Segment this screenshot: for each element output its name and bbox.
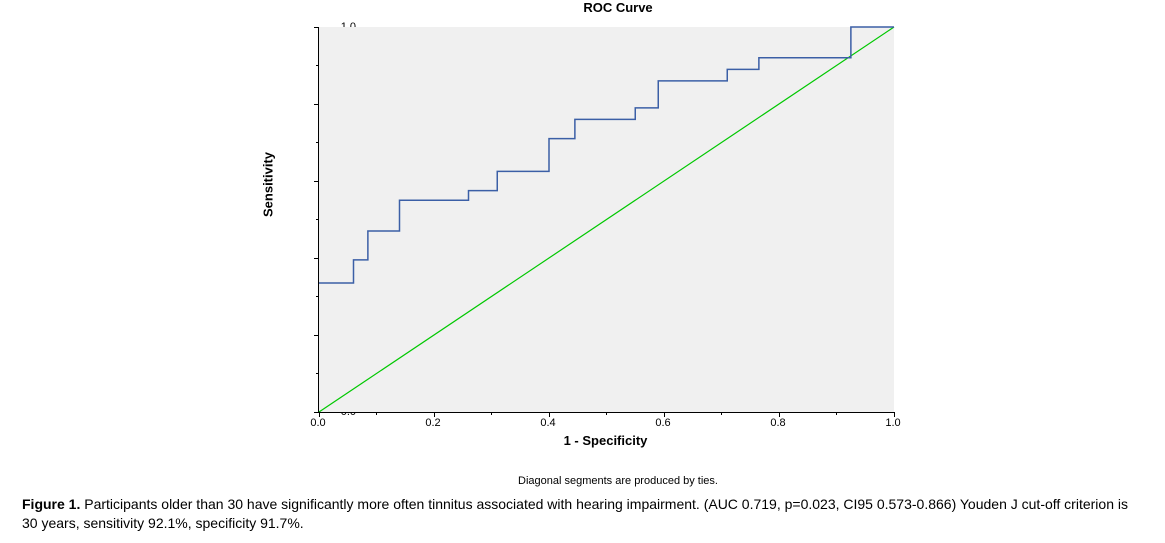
y-major-tick [314, 181, 319, 182]
y-minor-tick [316, 219, 319, 220]
y-minor-tick [316, 296, 319, 297]
figure-caption: Figure 1. Participants older than 30 hav… [22, 495, 1142, 533]
x-major-tick [434, 412, 435, 417]
y-major-tick [314, 335, 319, 336]
reference-diagonal-line [319, 27, 894, 412]
x-tick-label: 0.6 [655, 417, 670, 429]
x-tick-label: 0.4 [540, 417, 555, 429]
x-tick-label: 1.0 [885, 417, 900, 429]
x-minor-tick [721, 412, 722, 415]
chart-title: ROC Curve [298, 0, 938, 15]
x-major-tick [549, 412, 550, 417]
y-major-tick [314, 258, 319, 259]
x-minor-tick [606, 412, 607, 415]
x-tick-label: 0.0 [310, 417, 325, 429]
y-major-tick [314, 27, 319, 28]
x-major-tick [894, 412, 895, 417]
y-axis-title: Sensitivity [261, 152, 276, 217]
roc-curve-line [319, 27, 894, 283]
roc-chart: ROC Curve 0.0 0.2 0.4 0.6 0.8 1.0 0.0 0.… [258, 0, 938, 487]
figure-container: ROC Curve 0.0 0.2 0.4 0.6 0.8 1.0 0.0 0.… [0, 0, 1165, 543]
x-major-tick [319, 412, 320, 417]
x-axis-title: 1 - Specificity [318, 433, 893, 448]
figure-caption-text: Participants older than 30 have signific… [22, 496, 1128, 531]
x-tick-label: 0.8 [770, 417, 785, 429]
y-minor-tick [316, 373, 319, 374]
y-minor-tick [316, 65, 319, 66]
x-major-tick [664, 412, 665, 417]
x-major-tick [779, 412, 780, 417]
x-minor-tick [491, 412, 492, 415]
y-major-tick [314, 104, 319, 105]
x-minor-tick [376, 412, 377, 415]
plot-area [318, 27, 894, 413]
x-tick-label: 0.2 [425, 417, 440, 429]
x-minor-tick [836, 412, 837, 415]
figure-label: Figure 1. [22, 496, 80, 512]
y-minor-tick [316, 142, 319, 143]
chart-subnote: Diagonal segments are produced by ties. [298, 475, 938, 487]
chart-svg [319, 27, 894, 412]
plot-outer: 0.0 0.2 0.4 0.6 0.8 1.0 0.0 0.2 0.4 0.6 … [258, 17, 938, 457]
